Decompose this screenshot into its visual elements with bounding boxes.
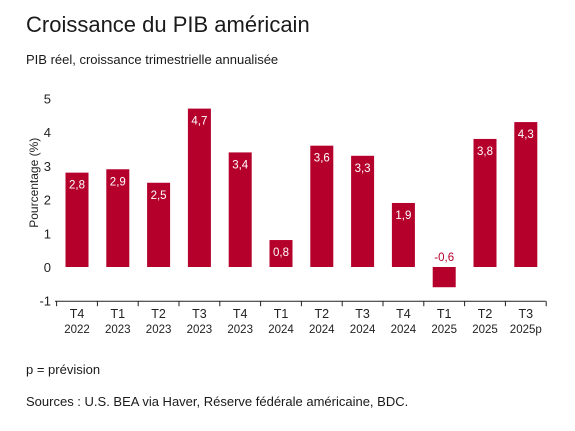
- bar: [228, 152, 252, 267]
- x-tick-label-quarter: T3: [355, 307, 370, 321]
- x-tick-label-quarter: T3: [519, 307, 534, 321]
- x-tick-label-year: 2024: [268, 324, 294, 336]
- x-tick-label-year: 2024: [391, 324, 417, 336]
- bar: [391, 202, 415, 267]
- chart-title: Croissance du PIB américain: [26, 12, 310, 37]
- data-label: -0,6: [434, 252, 454, 264]
- bar: [514, 122, 538, 267]
- x-tick-label-quarter: T1: [437, 307, 452, 321]
- y-axis-label: Pourcentage (%): [27, 138, 41, 228]
- y-tick-label: 3: [44, 159, 51, 174]
- y-tick-label: 4: [44, 125, 51, 140]
- y-tick-label: 0: [44, 260, 51, 275]
- data-label: 2,9: [110, 176, 126, 188]
- x-tick-label-year: 2023: [187, 324, 213, 336]
- x-tick-label-quarter: T4: [233, 307, 248, 321]
- x-tick-label-year: 2022: [64, 324, 90, 336]
- x-tick-label-quarter: T2: [151, 307, 166, 321]
- data-label: 0,8: [273, 247, 289, 259]
- bar: [65, 172, 89, 267]
- y-tick-label: -1: [39, 294, 51, 309]
- bar-chart: Pourcentage (%) -1 0 1 2 3 4 5 2,8 2,9 2,5 4,7 3,4 0,…: [27, 92, 547, 336]
- x-tick-label-year: 2023: [227, 324, 253, 336]
- bar: [432, 267, 456, 288]
- x-tick-label-quarter: T2: [315, 307, 330, 321]
- data-label: 3,8: [477, 146, 493, 158]
- x-tick-label-year: 2024: [309, 324, 335, 336]
- x-tick-label-quarter: T3: [192, 307, 207, 321]
- y-tick-label: 1: [44, 226, 51, 241]
- data-label: 4,3: [518, 129, 534, 141]
- x-tick-label-quarter: T2: [478, 307, 493, 321]
- bar: [147, 182, 171, 267]
- y-tick-label: 5: [44, 92, 51, 107]
- x-tick-label-quarter: T1: [274, 307, 289, 321]
- data-label: 3,3: [355, 163, 371, 175]
- data-label: 1,9: [395, 210, 411, 222]
- data-label: 2,5: [151, 190, 167, 202]
- x-tick-label-year: 2025: [472, 324, 498, 336]
- data-label: 4,7: [191, 116, 207, 128]
- x-tick-label-quarter: T4: [70, 307, 85, 321]
- x-tick-label-quarter: T4: [396, 307, 411, 321]
- bar: [310, 145, 334, 267]
- data-label: 2,8: [69, 180, 85, 192]
- bar: [106, 169, 130, 267]
- bar: [187, 108, 211, 267]
- forecast-note: p = prévision: [26, 362, 101, 377]
- x-tick-label-year: 2025: [431, 324, 457, 336]
- x-tick-label-year: 2023: [105, 324, 131, 336]
- y-tick-label: 2: [44, 193, 51, 208]
- bar: [269, 240, 293, 267]
- sources-note: Sources : U.S. BEA via Haver, Réserve fé…: [26, 394, 409, 409]
- x-tick-label-quarter: T1: [111, 307, 126, 321]
- x-tick-label-year: 2024: [350, 324, 376, 336]
- x-tick-label-year: 2023: [146, 324, 172, 336]
- bar: [473, 138, 497, 267]
- chart-subtitle: PIB réel, croissance trimestrielle annua…: [26, 52, 279, 67]
- data-label: 3,4: [232, 159, 249, 171]
- data-label: 3,6: [314, 153, 330, 165]
- bar: [351, 155, 375, 267]
- x-tick-label-year: 2025p: [510, 324, 542, 336]
